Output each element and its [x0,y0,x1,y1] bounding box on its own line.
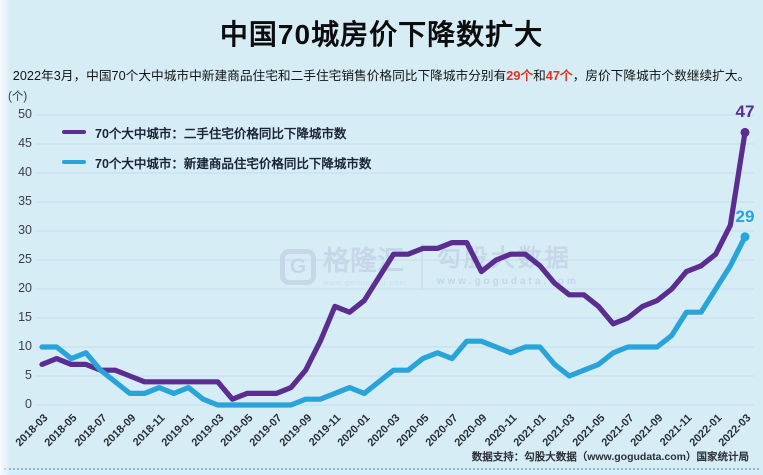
legend-label-second-hand: 70个大中城市：二手住宅价格同比下降城市数 [95,126,347,141]
gelonghui-logo-icon: G [280,249,316,285]
y-tick-label-50: 50 [18,107,32,121]
page-title: 中国70城房价下降数扩大 [219,19,544,50]
data-label-47: 47 [735,102,755,122]
gelonghui-watermark: G 格隆汇 www.gelonghui.com [280,247,407,287]
legend-line-swatch-blue [62,159,86,165]
data-source-attribution: 数据支持：勾股大数据（www.gogudata.com）国家统计局 [471,451,749,463]
legend-item-second-hand: 70个大中城市：二手住宅价格同比下降城市数 [62,117,371,147]
subtitle-highlight-47: 47个 [545,69,573,83]
y-tick-label-10: 10 [18,339,32,353]
legend-line-swatch-purple [62,129,86,135]
series-line-new-homes [39,234,748,408]
y-tick-label-25: 25 [18,252,32,266]
subtitle-highlight-29: 29个 [506,69,534,83]
y-axis-unit-label: (个) [8,91,28,103]
series-line-second-hand [39,129,748,402]
y-tick-label-40: 40 [18,165,32,179]
series-endpoint-second-hand [740,127,750,137]
watermark-divider [420,244,423,290]
y-tick-label-0: 0 [25,397,32,411]
gogudata-url-text: www.gogudata.com [436,276,579,287]
chart-legend: 70个大中城市：二手住宅价格同比下降城市数 70个大中城市：新建商品住宅价格同比… [62,117,371,177]
subtitle-text-2: 和 [533,69,546,83]
data-label-29: 29 [735,206,755,226]
y-tick-label-15: 15 [18,310,32,324]
legend-label-new-homes: 70个大中城市：新建商品住宅价格同比下降城市数 [95,156,372,171]
series-endpoint-new-homes [740,232,750,242]
subtitle-text-3: ，房价下降城市个数继续扩大。 [572,69,751,83]
y-tick-label-35: 35 [18,194,32,208]
gelonghui-url-text: www.gelonghui.com [323,277,407,287]
subtitle-text-1: 2022年3月，中国70个大中城市中新建商品住宅和二手住宅销售价格同比下降城市分… [12,69,507,83]
y-tick-label-45: 45 [18,136,32,150]
watermark: G 格隆汇 www.gelonghui.com 勾股大数据 www.goguda… [280,244,579,290]
y-tick-label-5: 5 [25,368,32,382]
y-tick-label-30: 30 [18,223,32,237]
chart-subtitle: 2022年3月，中国70个大中城市中新建商品住宅和二手住宅销售价格同比下降城市分… [0,65,763,84]
y-tick-label-20: 20 [18,281,32,295]
bottom-dotted-divider [4,468,759,470]
legend-item-new-homes: 70个大中城市：新建商品住宅价格同比下降城市数 [62,147,371,177]
